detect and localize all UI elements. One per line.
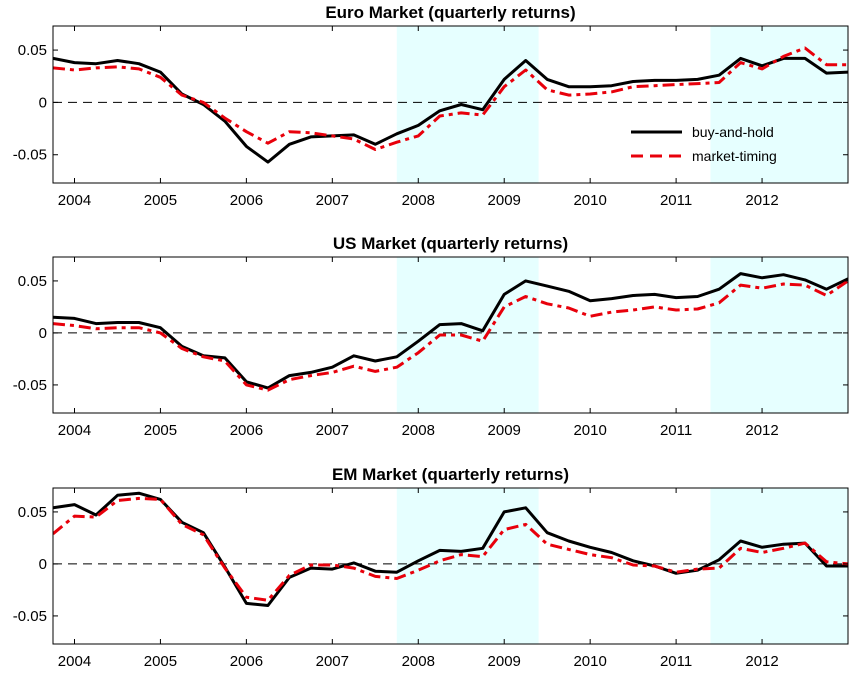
x-tick-label: 2012 <box>745 653 778 670</box>
shade-group <box>396 257 848 413</box>
series-line-buy-and-hold <box>53 491 848 607</box>
x-tick-label: 2008 <box>402 192 435 209</box>
y-tick-label: -0.05 <box>13 147 47 164</box>
x-tick-label: 2009 <box>488 192 521 209</box>
x-ticks: 2004 2005 2006 2007 2008 2009 2010 2011 2012 <box>58 257 779 439</box>
x-tick-label: 2008 <box>402 653 435 670</box>
plot-frame <box>52 25 849 184</box>
y-tick-label: 0 <box>39 94 47 111</box>
series-group <box>53 491 848 607</box>
panel-em: 0.050-0.05 2004 2005 2006 2007 2008 2009 2010 2… <box>13 465 849 670</box>
y-ticks: 0.05 0 -0.05 <box>13 273 848 394</box>
shaded-period <box>396 26 539 183</box>
x-ticks: 2004 2005 2006 2007 2008 2009 2010 2011 2012 <box>58 488 779 670</box>
series-group <box>53 272 848 392</box>
series-line-market-timing <box>53 279 848 392</box>
x-tick-label: 2006 <box>230 422 263 439</box>
x-tick-label: 2004 <box>58 422 91 439</box>
series-group <box>53 46 848 164</box>
legend-label-buy-and-hold: buy-and-hold <box>692 124 774 140</box>
y-ticks: 0.05 0 -0.05 <box>13 42 848 164</box>
x-tick-label: 2011 <box>660 653 692 670</box>
shaded-period <box>710 26 848 183</box>
shaded-period <box>710 257 848 413</box>
legend: buy-and-hold market-timing <box>631 124 777 164</box>
y-ticks: 0.05 0 -0.05 <box>13 504 848 625</box>
x-tick-label: 2011 <box>660 422 692 439</box>
x-tick-label: 2007 <box>316 422 349 439</box>
y-tick-label: -0.05 <box>13 608 47 625</box>
shaded-period <box>396 488 539 644</box>
y-tick-label: 0.05 <box>18 42 47 59</box>
x-tick-label: 2007 <box>316 653 349 670</box>
x-tick-label: 2012 <box>745 422 778 439</box>
x-tick-label: 2005 <box>144 192 177 209</box>
x-tick-label: 2010 <box>573 422 606 439</box>
panel-us: 0.050-0.05 2004 2005 2006 2007 2008 2009 2010 2… <box>13 234 849 439</box>
series-line-buy-and-hold <box>53 272 848 390</box>
y-tick-label: 0 <box>39 325 47 342</box>
x-tick-label: 2004 <box>58 653 91 670</box>
shade-group <box>396 488 848 644</box>
panel-title: EM Market (quarterly returns) <box>332 465 569 484</box>
panel-euro: 0.050-0.05 2004 2005 2006 2007 2008 2009 2010 2… <box>13 3 849 209</box>
x-tick-label: 2009 <box>488 653 521 670</box>
y-tick-label: 0.05 <box>18 273 47 290</box>
shaded-period <box>396 257 539 413</box>
x-tick-label: 2005 <box>144 653 177 670</box>
y-tick-label: -0.05 <box>13 377 47 394</box>
shade-group <box>396 26 848 183</box>
plot-frame <box>52 487 849 645</box>
plot-frame <box>52 256 849 414</box>
y-tick-label: 0 <box>39 556 47 573</box>
panel-title: Euro Market (quarterly returns) <box>325 3 575 22</box>
x-tick-label: 2008 <box>402 422 435 439</box>
x-tick-label: 2007 <box>316 192 349 209</box>
x-tick-label: 2010 <box>573 653 606 670</box>
x-ticks: 2004 2005 2006 2007 2008 2009 2010 2011 2012 <box>58 26 779 209</box>
x-tick-label: 2006 <box>230 653 263 670</box>
y-tick-label: 0.05 <box>18 504 47 521</box>
series-line-market-timing <box>53 496 848 602</box>
x-tick-label: 2012 <box>745 192 778 209</box>
x-tick-label: 2011 <box>660 192 692 209</box>
x-tick-label: 2010 <box>573 192 606 209</box>
x-tick-label: 2009 <box>488 422 521 439</box>
x-tick-label: 2006 <box>230 192 263 209</box>
series-line-market-timing <box>53 46 848 151</box>
x-tick-label: 2005 <box>144 422 177 439</box>
legend-label-market-timing: market-timing <box>692 148 777 164</box>
panel-title: US Market (quarterly returns) <box>333 234 568 253</box>
x-tick-label: 2004 <box>58 192 91 209</box>
